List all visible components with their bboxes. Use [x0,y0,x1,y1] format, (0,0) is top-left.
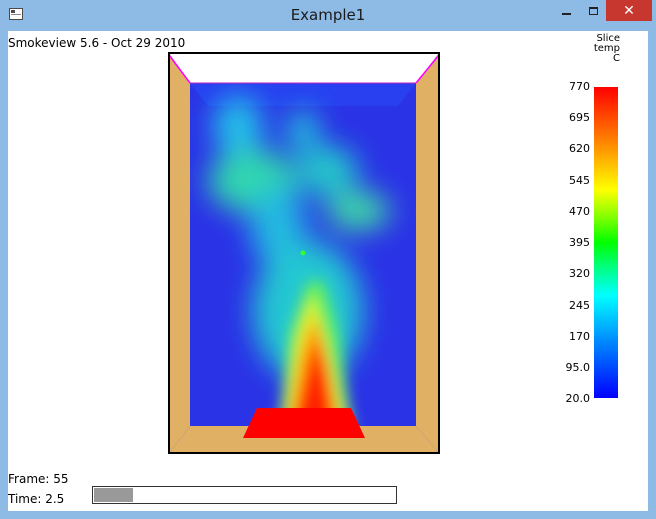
maximize-button[interactable] [580,0,606,21]
colorbar-tick: 695 [569,111,590,124]
minimize-icon [561,12,571,15]
colorbar-tick: 395 [569,236,590,249]
right-wall [416,53,439,453]
colorbar-header-line2: temp [593,43,620,54]
colorbar-gradient [594,87,618,398]
smokeview-canvas[interactable]: Smokeview 5.6 - Oct 29 2010 Slice temp C… [8,31,648,511]
maximize-icon [588,6,598,15]
colorbar-header-line3: C [613,53,620,64]
minimize-button[interactable] [552,0,580,21]
colorbar-tick: 620 [569,142,590,155]
close-button[interactable]: ✕ [606,0,652,21]
ceiling-vent [169,53,439,83]
left-wall [169,53,190,453]
colorbar-tick: 245 [569,299,590,312]
room-scene[interactable] [8,31,648,511]
room-outline [168,52,440,454]
temperature-slice [208,96,390,431]
colorbar-tick: 320 [569,267,590,280]
close-icon: ✕ [623,2,635,19]
colorbar-tick: 545 [569,174,590,187]
time-label: Time: 2.5 [8,492,65,506]
burner [243,408,365,438]
colorbar-tick: 470 [569,205,590,218]
app-window-icon[interactable] [9,8,23,20]
ceiling-edge-left [168,54,191,84]
frame-label: Frame: 55 [8,472,69,486]
colorbar-tick: 170 [569,330,590,343]
time-slider[interactable] [92,486,397,504]
title-bar[interactable]: Example1 ✕ [0,0,656,31]
ceiling-edge-right [415,54,440,84]
version-label: Smokeview 5.6 - Oct 29 2010 [8,36,186,50]
time-slider-fill [94,488,133,502]
window-title: Example1 [290,6,366,24]
floor [169,426,439,453]
colorbar-tick: 95.0 [565,361,591,374]
colorbar-tick: 20.0 [565,392,591,405]
colorbar-header-line1: Slice [596,33,620,44]
colorbar-tick: 770 [569,80,590,93]
